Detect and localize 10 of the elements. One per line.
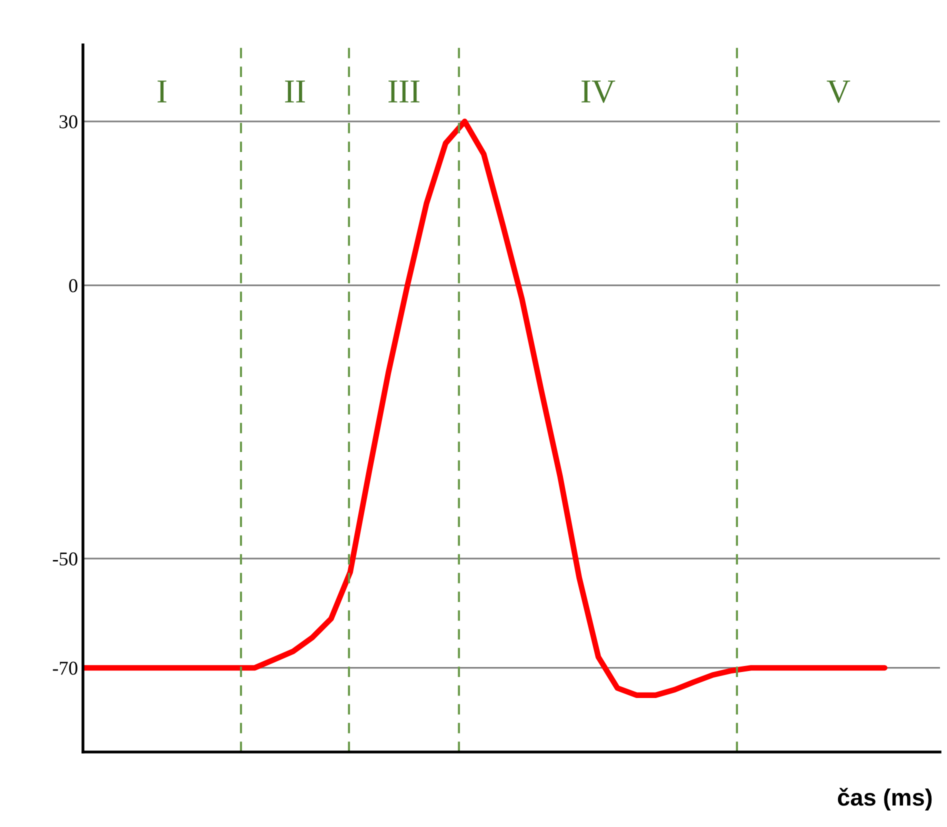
y-tick-label: 0 xyxy=(69,279,78,292)
annotation: V xyxy=(826,80,850,103)
annotation: IV xyxy=(582,80,616,103)
annotation: II xyxy=(285,80,305,102)
x-axis-title: čas (ms) xyxy=(838,788,932,810)
y-tick-label: 30 xyxy=(60,115,78,128)
y-tick-label: -50 xyxy=(52,552,78,566)
y-tick-label: -70 xyxy=(52,662,78,675)
annotation: III xyxy=(388,80,420,102)
annotation: I xyxy=(158,80,166,102)
